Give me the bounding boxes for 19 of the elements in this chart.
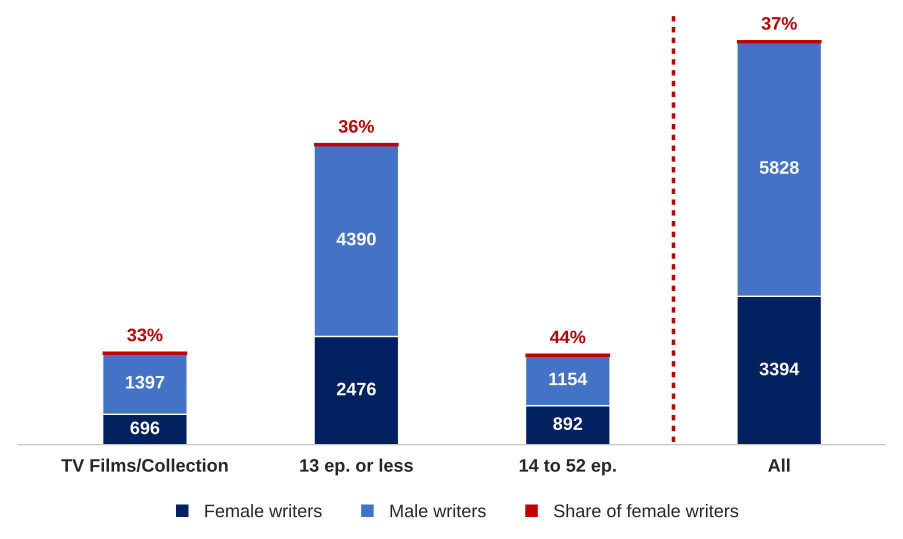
- annotation: 33%: [127, 328, 163, 342]
- legend-label: Female writers: [205, 504, 322, 518]
- data-label: 1154: [549, 372, 588, 386]
- data-label: 2476: [336, 382, 376, 396]
- annotation: 36%: [338, 120, 374, 133]
- legend-label: Male writers: [390, 504, 486, 518]
- x-tick-label: 13 ep. or less: [300, 458, 413, 476]
- x-tick-label: 14 to 52 ep.: [520, 459, 616, 476]
- data-label: 1397: [126, 376, 164, 389]
- x-tick-label: TV Films/Collection: [61, 458, 228, 472]
- data-label: 696: [130, 422, 160, 434]
- data-label: 4390: [336, 232, 376, 246]
- data-label: 3394: [760, 362, 800, 376]
- data-label: 892: [553, 417, 582, 430]
- annotation: 44%: [550, 330, 586, 344]
- x-tick-label: All: [768, 458, 790, 472]
- annotation: 37%: [762, 16, 797, 30]
- data-label: 5828: [760, 161, 799, 174]
- legend-label: Share of female writers: [554, 504, 738, 518]
